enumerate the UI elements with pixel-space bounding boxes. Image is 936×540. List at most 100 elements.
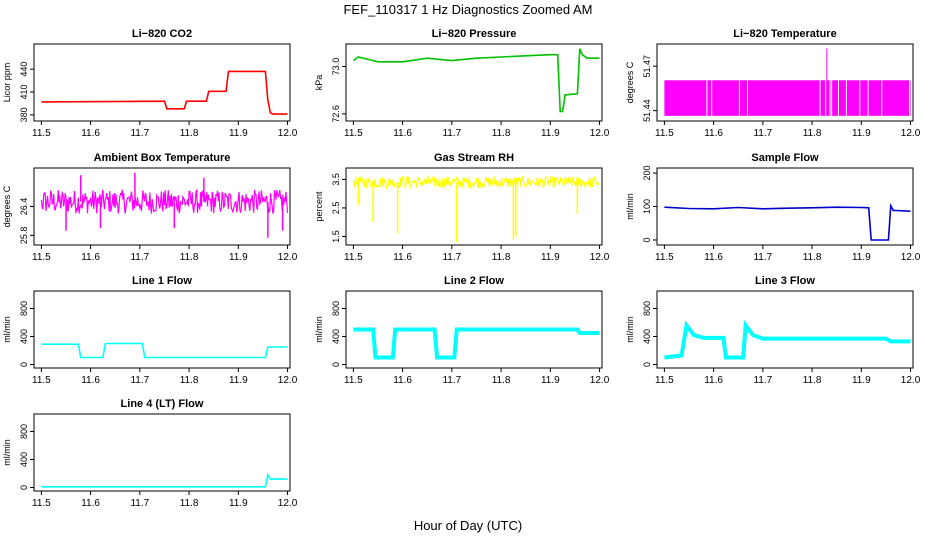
x-tick-label: 11.8 (492, 252, 511, 263)
panel-title: Line 4 (LT) Flow (121, 398, 204, 410)
y-tick-label: 51.47 (642, 55, 652, 78)
x-tick-label: 11.6 (393, 375, 412, 386)
x-tick-label: 11.5 (32, 128, 51, 139)
y-tick-label: 200 (642, 166, 652, 181)
x-tick-label: 12.0 (590, 375, 610, 386)
y-tick-label: 25.8 (19, 227, 29, 245)
panel-title: Li−820 Temperature (733, 28, 836, 40)
x-tick-label: 11.8 (180, 128, 199, 139)
x-tick-label: 11.7 (130, 252, 149, 263)
x-tick-label: 12.0 (901, 252, 921, 263)
figure-xlabel: Hour of Day (UTC) (413, 518, 523, 533)
x-tick-label: 11.9 (229, 498, 248, 509)
x-tick-label: 11.5 (344, 375, 363, 386)
x-tick-label: 11.5 (32, 252, 51, 263)
x-tick-label: 11.5 (32, 375, 51, 386)
x-tick-label: 11.7 (753, 128, 772, 139)
series-group (353, 327, 600, 360)
x-tick-label: 11.7 (130, 375, 149, 386)
y-tick-label: 400 (642, 329, 652, 344)
panel-title: Gas Stream RH (434, 152, 514, 164)
x-tick-label: 11.8 (492, 128, 511, 139)
panel-title: Line 2 Flow (444, 275, 504, 287)
series-group (352, 174, 600, 243)
series-line (41, 472, 288, 488)
panel-6: Sample Flow 11.5 11.6 11.7 11.8 11.9 12.0 0 100 2… (625, 152, 921, 263)
x-tick-label: 11.8 (803, 128, 822, 139)
series-line (664, 202, 911, 241)
x-tick-label: 11.5 (344, 252, 363, 263)
x-tick-label: 11.8 (180, 252, 199, 263)
series-group (41, 342, 288, 359)
x-tick-label: 11.8 (803, 252, 822, 263)
x-tick-label: 11.6 (81, 375, 100, 386)
x-tick-label: 11.9 (541, 128, 560, 139)
x-tick-label: 11.9 (541, 375, 560, 386)
series-group (352, 48, 600, 113)
x-tick-label: 11.5 (344, 128, 363, 139)
x-tick-label: 11.9 (229, 375, 248, 386)
plot-frame (345, 290, 603, 369)
x-tick-label: 12.0 (278, 498, 298, 509)
y-tick-label: 0 (642, 362, 652, 367)
y-axis-label: ml/min (314, 316, 324, 343)
y-tick-label: 51.44 (642, 99, 652, 122)
x-tick-label: 11.9 (852, 252, 871, 263)
x-tick-label: 11.7 (130, 498, 149, 509)
x-tick-label: 11.7 (753, 252, 772, 263)
series-noise (352, 174, 600, 190)
y-tick-label: 72.6 (331, 105, 341, 123)
panel-2: Li−820 Pressure 11.5 11.6 11.7 11.8 11.9 12.0 7… (314, 28, 610, 139)
y-tick-label: 100 (642, 199, 652, 214)
x-tick-label: 12.0 (278, 375, 298, 386)
y-tick-label: 800 (19, 424, 29, 439)
x-tick-label: 12.0 (901, 128, 921, 139)
x-tick-label: 11.6 (704, 252, 723, 263)
y-tick-label: 0 (642, 237, 652, 242)
panel-3: Li−820 Temperature 11.5 11.6 11.7 11.8 11.9 12… (625, 28, 921, 139)
panel-9: Line 3 Flow 11.5 11.6 11.7 11.8 11.9 12.0 0 400 8… (625, 275, 921, 386)
x-tick-label: 11.7 (130, 128, 149, 139)
series-line (352, 48, 600, 113)
y-axis-label: degrees C (625, 61, 635, 103)
x-tick-label: 11.8 (803, 375, 822, 386)
y-tick-label: 800 (331, 301, 341, 316)
plot-frame (33, 413, 291, 492)
x-tick-label: 12.0 (278, 252, 298, 263)
x-tick-label: 11.5 (655, 375, 674, 386)
y-axis-label: percent (314, 191, 324, 222)
y-tick-label: 410 (19, 85, 29, 100)
x-tick-label: 11.7 (442, 375, 461, 386)
panel-title: Li−820 CO2 (132, 28, 192, 40)
series-line (353, 327, 600, 360)
figure-title: FEF_110317 1 Hz Diagnostics Zoomed AM (343, 2, 593, 17)
y-tick-label: 0 (19, 362, 29, 367)
x-tick-label: 12.0 (278, 128, 298, 139)
x-tick-label: 11.6 (704, 128, 723, 139)
x-tick-label: 11.6 (81, 128, 100, 139)
y-tick-label: 400 (19, 329, 29, 344)
x-tick-label: 11.9 (229, 252, 248, 263)
y-tick-label: 0 (19, 485, 29, 490)
series-noise (40, 188, 289, 214)
x-tick-label: 11.6 (393, 128, 412, 139)
series-line (41, 342, 288, 359)
x-tick-label: 11.6 (393, 252, 412, 263)
x-tick-label: 11.5 (655, 252, 674, 263)
y-axis-label: ml/min (2, 439, 12, 466)
panel-title: Line 1 Flow (132, 275, 192, 287)
series-group (664, 48, 911, 116)
y-tick-label: 0 (331, 362, 341, 367)
y-tick-label: 800 (19, 301, 29, 316)
panel-8: Line 2 Flow 11.5 11.6 11.7 11.8 11.9 12.0 0 400 8… (314, 275, 610, 386)
y-tick-label: 400 (19, 452, 29, 467)
y-tick-label: 2.5 (331, 202, 341, 215)
series-group (664, 319, 911, 360)
y-axis-label: ml/min (2, 316, 12, 343)
x-tick-label: 11.5 (655, 128, 674, 139)
series-line (664, 319, 911, 360)
plot-frame (33, 43, 291, 122)
x-tick-label: 11.7 (442, 252, 461, 263)
panel-5: Gas Stream RH 11.5 11.6 11.7 11.8 11.9 12.0 1.5… (314, 152, 610, 263)
